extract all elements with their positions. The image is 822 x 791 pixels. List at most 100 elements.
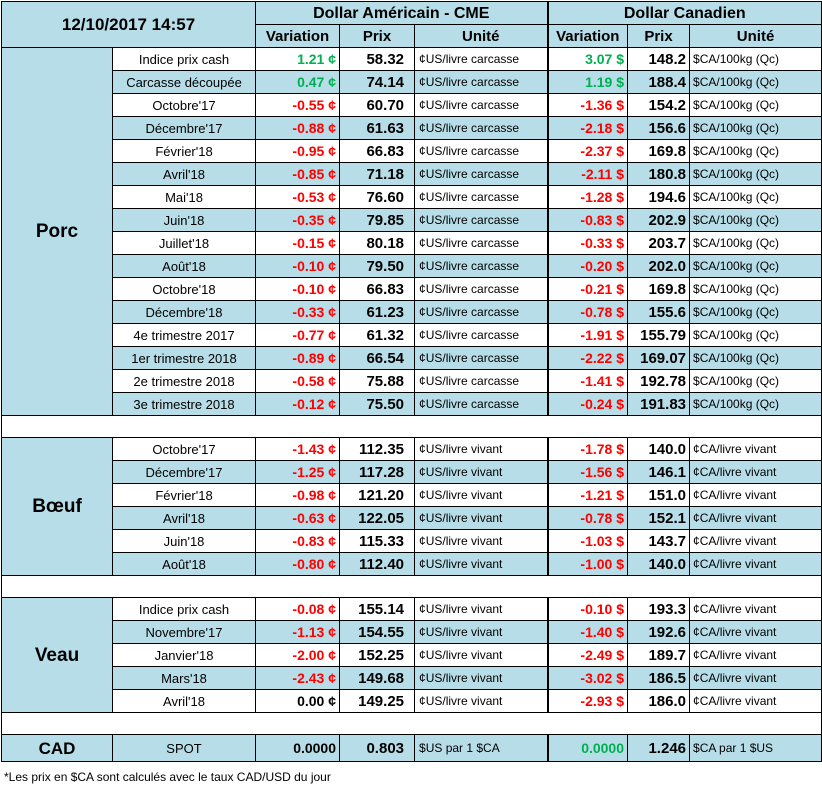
contract-label: Juin'18 — [111, 208, 257, 232]
usd-variation: -0.08 ¢ — [255, 597, 341, 621]
usd-unit: $US par 1 $CA — [414, 734, 549, 762]
usd-unit: ¢US/livre vivant — [414, 620, 549, 644]
cad-variation: -3.02 $ — [546, 666, 629, 690]
table-row: Janvier'18 -2.00 ¢ 152.25 ¢US/livre vivant -… — [2, 643, 822, 667]
contract-label: 4e trimestre 2017 — [111, 323, 257, 347]
contract-label: Décembre'18 — [111, 300, 257, 324]
cad-unit: ¢CA/livre vivant — [689, 643, 822, 667]
cad-price: 169.8 — [627, 139, 691, 163]
contract-label: Octobre'17 — [111, 93, 257, 117]
usd-variation: -0.10 ¢ — [255, 277, 341, 301]
group-label: CAD — [1, 734, 113, 762]
usd-price: 71.18 — [339, 162, 416, 186]
contract-label: Indice prix cash — [111, 597, 257, 621]
usd-unit: ¢US/livre vivant — [414, 483, 549, 507]
usd-price: 61.32 — [339, 323, 416, 347]
table-row: Porc Indice prix cash 1.21 ¢ 58.32 ¢US/livre… — [1, 47, 822, 416]
cad-unit: ¢CA/livre vivant — [689, 552, 822, 576]
cad-price: 156.6 — [627, 116, 691, 140]
usd-unit: ¢US/livre carcasse — [414, 323, 549, 347]
cad-price: 202.0 — [627, 254, 691, 278]
usd-price: 66.83 — [339, 277, 416, 301]
usd-price: 155.14 — [339, 597, 416, 621]
usd-unit: ¢US/livre carcasse — [414, 392, 549, 416]
usd-unit: ¢US/livre vivant — [414, 597, 549, 621]
cad-variation: -2.49 $ — [546, 643, 629, 667]
usd-price: 149.68 — [339, 666, 416, 690]
usd-unit: ¢US/livre vivant — [414, 689, 549, 713]
group-label: Bœuf — [1, 437, 113, 576]
usd-unit: ¢US/livre carcasse — [414, 300, 549, 324]
usd-variation: -1.13 ¢ — [255, 620, 341, 644]
usd-unit: ¢US/livre carcasse — [414, 116, 549, 140]
usd-price: 154.55 — [339, 620, 416, 644]
cad-price: 192.78 — [627, 369, 691, 393]
usd-price: 152.25 — [339, 643, 416, 667]
usd-variation: -1.25 ¢ — [255, 460, 341, 484]
usd-variation: 0.00 ¢ — [255, 689, 341, 713]
usd-variation: -0.63 ¢ — [255, 506, 341, 530]
usd-unit: ¢US/livre carcasse — [414, 139, 549, 163]
table-row: Carcasse découpée 0.47 ¢ 74.14 ¢US/livre ca… — [2, 70, 822, 94]
usd-price: 58.32 — [339, 47, 416, 71]
cad-unit: $CA/100kg (Qc) — [689, 116, 822, 140]
cad-variation: -0.20 $ — [546, 254, 629, 278]
cad-price: 154.2 — [627, 93, 691, 117]
cad-price: 188.4 — [627, 70, 691, 94]
usd-col-variation: Variation — [255, 24, 341, 48]
cad-unit: ¢CA/livre vivant — [689, 689, 822, 713]
cad-variation: -0.33 $ — [546, 231, 629, 255]
group-label: Porc — [1, 47, 113, 416]
cad-variation: -0.21 $ — [546, 277, 629, 301]
cad-unit: $CA par 1 $US — [689, 734, 822, 762]
contract-label: Juillet'18 — [111, 231, 257, 255]
usd-variation: 1.21 ¢ — [255, 47, 341, 71]
cad-variation: -0.24 $ — [546, 392, 629, 416]
cad-price: 140.0 — [627, 552, 691, 576]
table-row: 1er trimestre 2018 -0.89 ¢ 66.54 ¢US/livre … — [2, 346, 822, 370]
usd-variation: -2.43 ¢ — [255, 666, 341, 690]
usd-variation: -0.77 ¢ — [255, 323, 341, 347]
cad-unit: ¢CA/livre vivant — [689, 666, 822, 690]
contract-label: Octobre'18 — [111, 277, 257, 301]
cad-variation: -0.78 $ — [546, 506, 629, 530]
usd-unit: ¢US/livre carcasse — [414, 93, 549, 117]
cad-variation: -1.91 $ — [546, 323, 629, 347]
table-row: Veau Indice prix cash -0.08 ¢ 155.14 ¢US/liv… — [1, 597, 822, 713]
cad-unit: $CA/100kg (Qc) — [689, 162, 822, 186]
cad-price: 202.9 — [627, 208, 691, 232]
usd-variation: -0.80 ¢ — [255, 552, 341, 576]
table-row: Avril'18 -0.63 ¢ 122.05 ¢US/livre vivant -0.… — [2, 506, 822, 530]
usd-price: 0.803 — [339, 734, 416, 762]
usd-price: 149.25 — [339, 689, 416, 713]
cad-price: 186.0 — [627, 689, 691, 713]
cad-price: 194.6 — [627, 185, 691, 209]
cad-price: 155.79 — [627, 323, 691, 347]
usd-price: 66.54 — [339, 346, 416, 370]
usd-variation: -0.98 ¢ — [255, 483, 341, 507]
usd-variation: -0.35 ¢ — [255, 208, 341, 232]
cad-variation: -0.83 $ — [546, 208, 629, 232]
cad-price: 169.8 — [627, 277, 691, 301]
usd-price: 75.88 — [339, 369, 416, 393]
cad-price: 152.1 — [627, 506, 691, 530]
table-row: Novembre'17 -1.13 ¢ 154.55 ¢US/livre vivant… — [2, 620, 822, 644]
cad-variation: 3.07 $ — [546, 47, 629, 71]
cad-variation: 0.0000 — [546, 734, 629, 762]
table-row: Mars'18 -2.43 ¢ 149.68 ¢US/livre vivant -3.0… — [2, 666, 822, 690]
table-row: 4e trimestre 2017 -0.77 ¢ 61.32 ¢US/livre c… — [2, 323, 822, 347]
cad-price: 155.6 — [627, 300, 691, 324]
contract-label: Indice prix cash — [111, 47, 257, 71]
cad-variation: -0.78 $ — [546, 300, 629, 324]
cad-variation: -2.22 $ — [546, 346, 629, 370]
usd-price: 66.83 — [339, 139, 416, 163]
usd-col-prix: Prix — [339, 24, 416, 48]
cad-unit: $CA/100kg (Qc) — [689, 47, 822, 71]
spacer-cell — [0, 415, 822, 438]
contract-label: Décembre'17 — [111, 116, 257, 140]
usd-unit: ¢US/livre vivant — [414, 529, 549, 553]
usd-unit: ¢US/livre vivant — [414, 506, 549, 530]
cad-price: 186.5 — [627, 666, 691, 690]
usd-variation: -0.95 ¢ — [255, 139, 341, 163]
cad-unit: ¢CA/livre vivant — [689, 506, 822, 530]
